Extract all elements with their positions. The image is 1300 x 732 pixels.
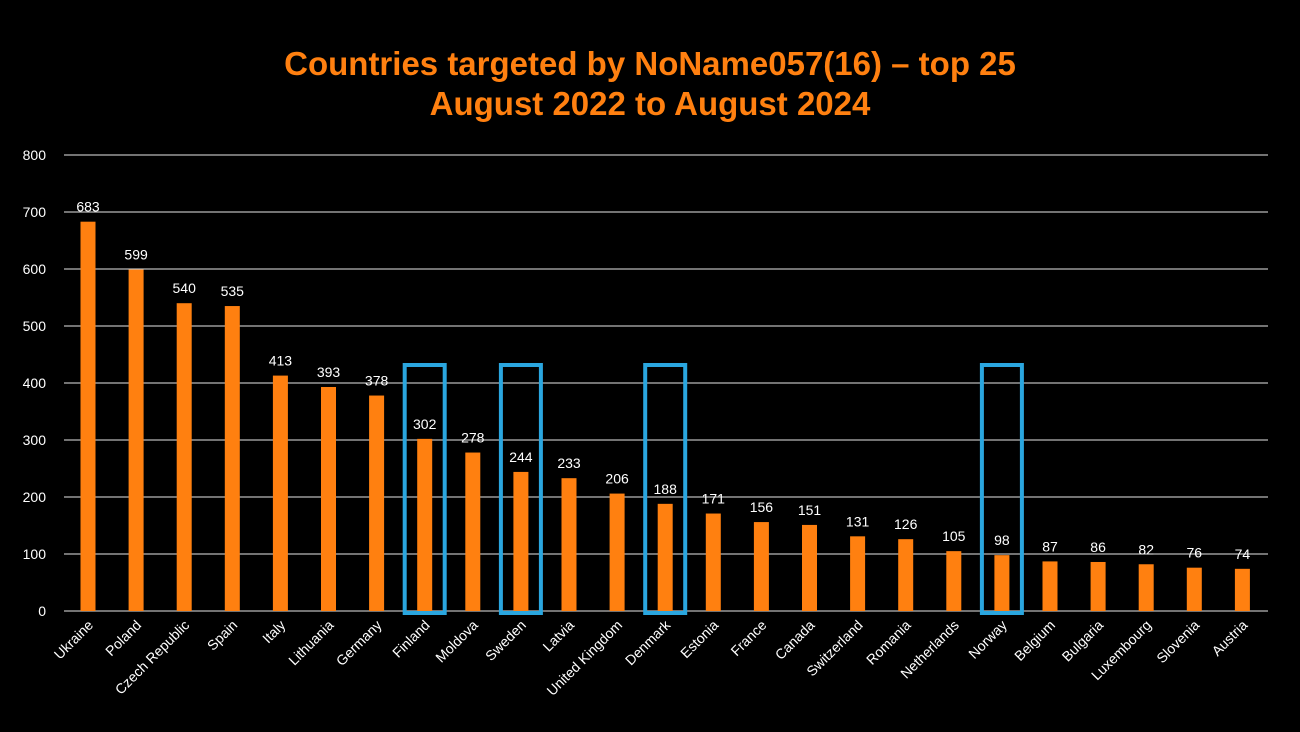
bar [1138, 564, 1154, 611]
bar [898, 539, 914, 611]
gridlines [64, 154, 1268, 612]
bar [561, 478, 577, 611]
y-tick-label: 700 [23, 204, 47, 220]
category-label: Moldova [432, 617, 481, 666]
data-label: 126 [894, 516, 918, 532]
category-label: Canada [772, 617, 818, 663]
category-label: Ukraine [51, 617, 97, 663]
data-label: 278 [461, 430, 485, 446]
category-label: Slovenia [1153, 617, 1202, 666]
category-label: Germany [333, 617, 385, 669]
bar [850, 536, 866, 611]
bar [176, 303, 192, 611]
bar [369, 395, 385, 611]
data-label: 82 [1138, 541, 1154, 557]
category-label: Poland [102, 617, 144, 659]
data-label: 151 [798, 502, 822, 518]
data-label: 87 [1042, 538, 1058, 554]
bar [657, 503, 673, 611]
category-label: Denmark [622, 616, 674, 668]
bar [1042, 561, 1058, 611]
bar [417, 438, 433, 611]
data-label: 131 [846, 513, 870, 529]
category-label: Latvia [539, 617, 577, 655]
y-tick-label: 0 [38, 603, 46, 619]
data-label: 156 [750, 499, 774, 515]
chart-title-line-1: Countries targeted by NoName057(16) – to… [284, 45, 1016, 82]
category-label: Belgium [1011, 617, 1058, 664]
data-label: 74 [1235, 546, 1251, 562]
category-label: Spain [204, 617, 241, 654]
category-label: Lithuania [285, 617, 337, 669]
category-label: Finland [389, 617, 433, 661]
data-label: 98 [994, 532, 1010, 548]
bar [80, 221, 96, 611]
y-tick-label: 800 [23, 147, 47, 163]
bar [753, 522, 769, 611]
y-tick-label: 400 [23, 375, 47, 391]
chart-title-line-2: August 2022 to August 2024 [429, 85, 871, 122]
bar [224, 306, 240, 611]
bar [465, 452, 481, 611]
data-label: 535 [221, 283, 245, 299]
bar [705, 513, 721, 611]
highlight-box [498, 363, 543, 615]
data-label: 76 [1187, 545, 1203, 561]
highlight-box [979, 363, 1024, 615]
y-tick-label: 600 [23, 261, 47, 277]
bar [272, 375, 288, 611]
category-label: Sweden [482, 617, 529, 664]
bar [609, 493, 625, 611]
bar [946, 551, 962, 611]
y-tick-label: 100 [23, 546, 47, 562]
y-axis-ticks: 0 100 200 300 400 500 600 700 800 [23, 147, 47, 619]
data-label: 86 [1090, 539, 1106, 555]
data-label: 378 [365, 373, 389, 389]
data-label: 599 [124, 247, 148, 263]
y-tick-label: 500 [23, 318, 47, 334]
bar [1234, 568, 1250, 611]
data-label: 683 [76, 199, 100, 215]
data-label: 393 [317, 364, 341, 380]
bar [513, 471, 529, 611]
data-label: 206 [605, 471, 629, 487]
data-label: 540 [173, 280, 197, 296]
category-label: Austria [1208, 617, 1250, 659]
bar [994, 555, 1010, 611]
bar [1186, 567, 1202, 611]
chart-title: Countries targeted by NoName057(16) – to… [0, 44, 1300, 124]
data-labels: 683 599 540 535 413 393 378 302 278 244 233 206 188 1… [76, 199, 1250, 562]
highlight-box [402, 363, 447, 615]
highlight-boxes [402, 363, 1024, 615]
bar [321, 386, 336, 611]
data-label: 171 [702, 491, 726, 507]
category-label: Norway [965, 617, 1010, 662]
category-label: Bulgaria [1059, 617, 1107, 665]
bars [80, 221, 1250, 611]
bar [802, 524, 817, 611]
data-label: 244 [509, 449, 533, 465]
data-label: 302 [413, 416, 437, 432]
bar [1090, 561, 1106, 611]
category-label: Estonia [677, 617, 721, 661]
category-label: Italy [259, 617, 288, 646]
data-label: 413 [269, 353, 293, 369]
highlight-box [643, 363, 688, 615]
y-tick-label: 300 [23, 432, 47, 448]
bar [128, 269, 144, 611]
data-label: 188 [654, 481, 678, 497]
category-label: France [727, 617, 769, 659]
data-label: 233 [557, 455, 581, 471]
y-tick-label: 200 [23, 489, 47, 505]
data-label: 105 [942, 528, 966, 544]
